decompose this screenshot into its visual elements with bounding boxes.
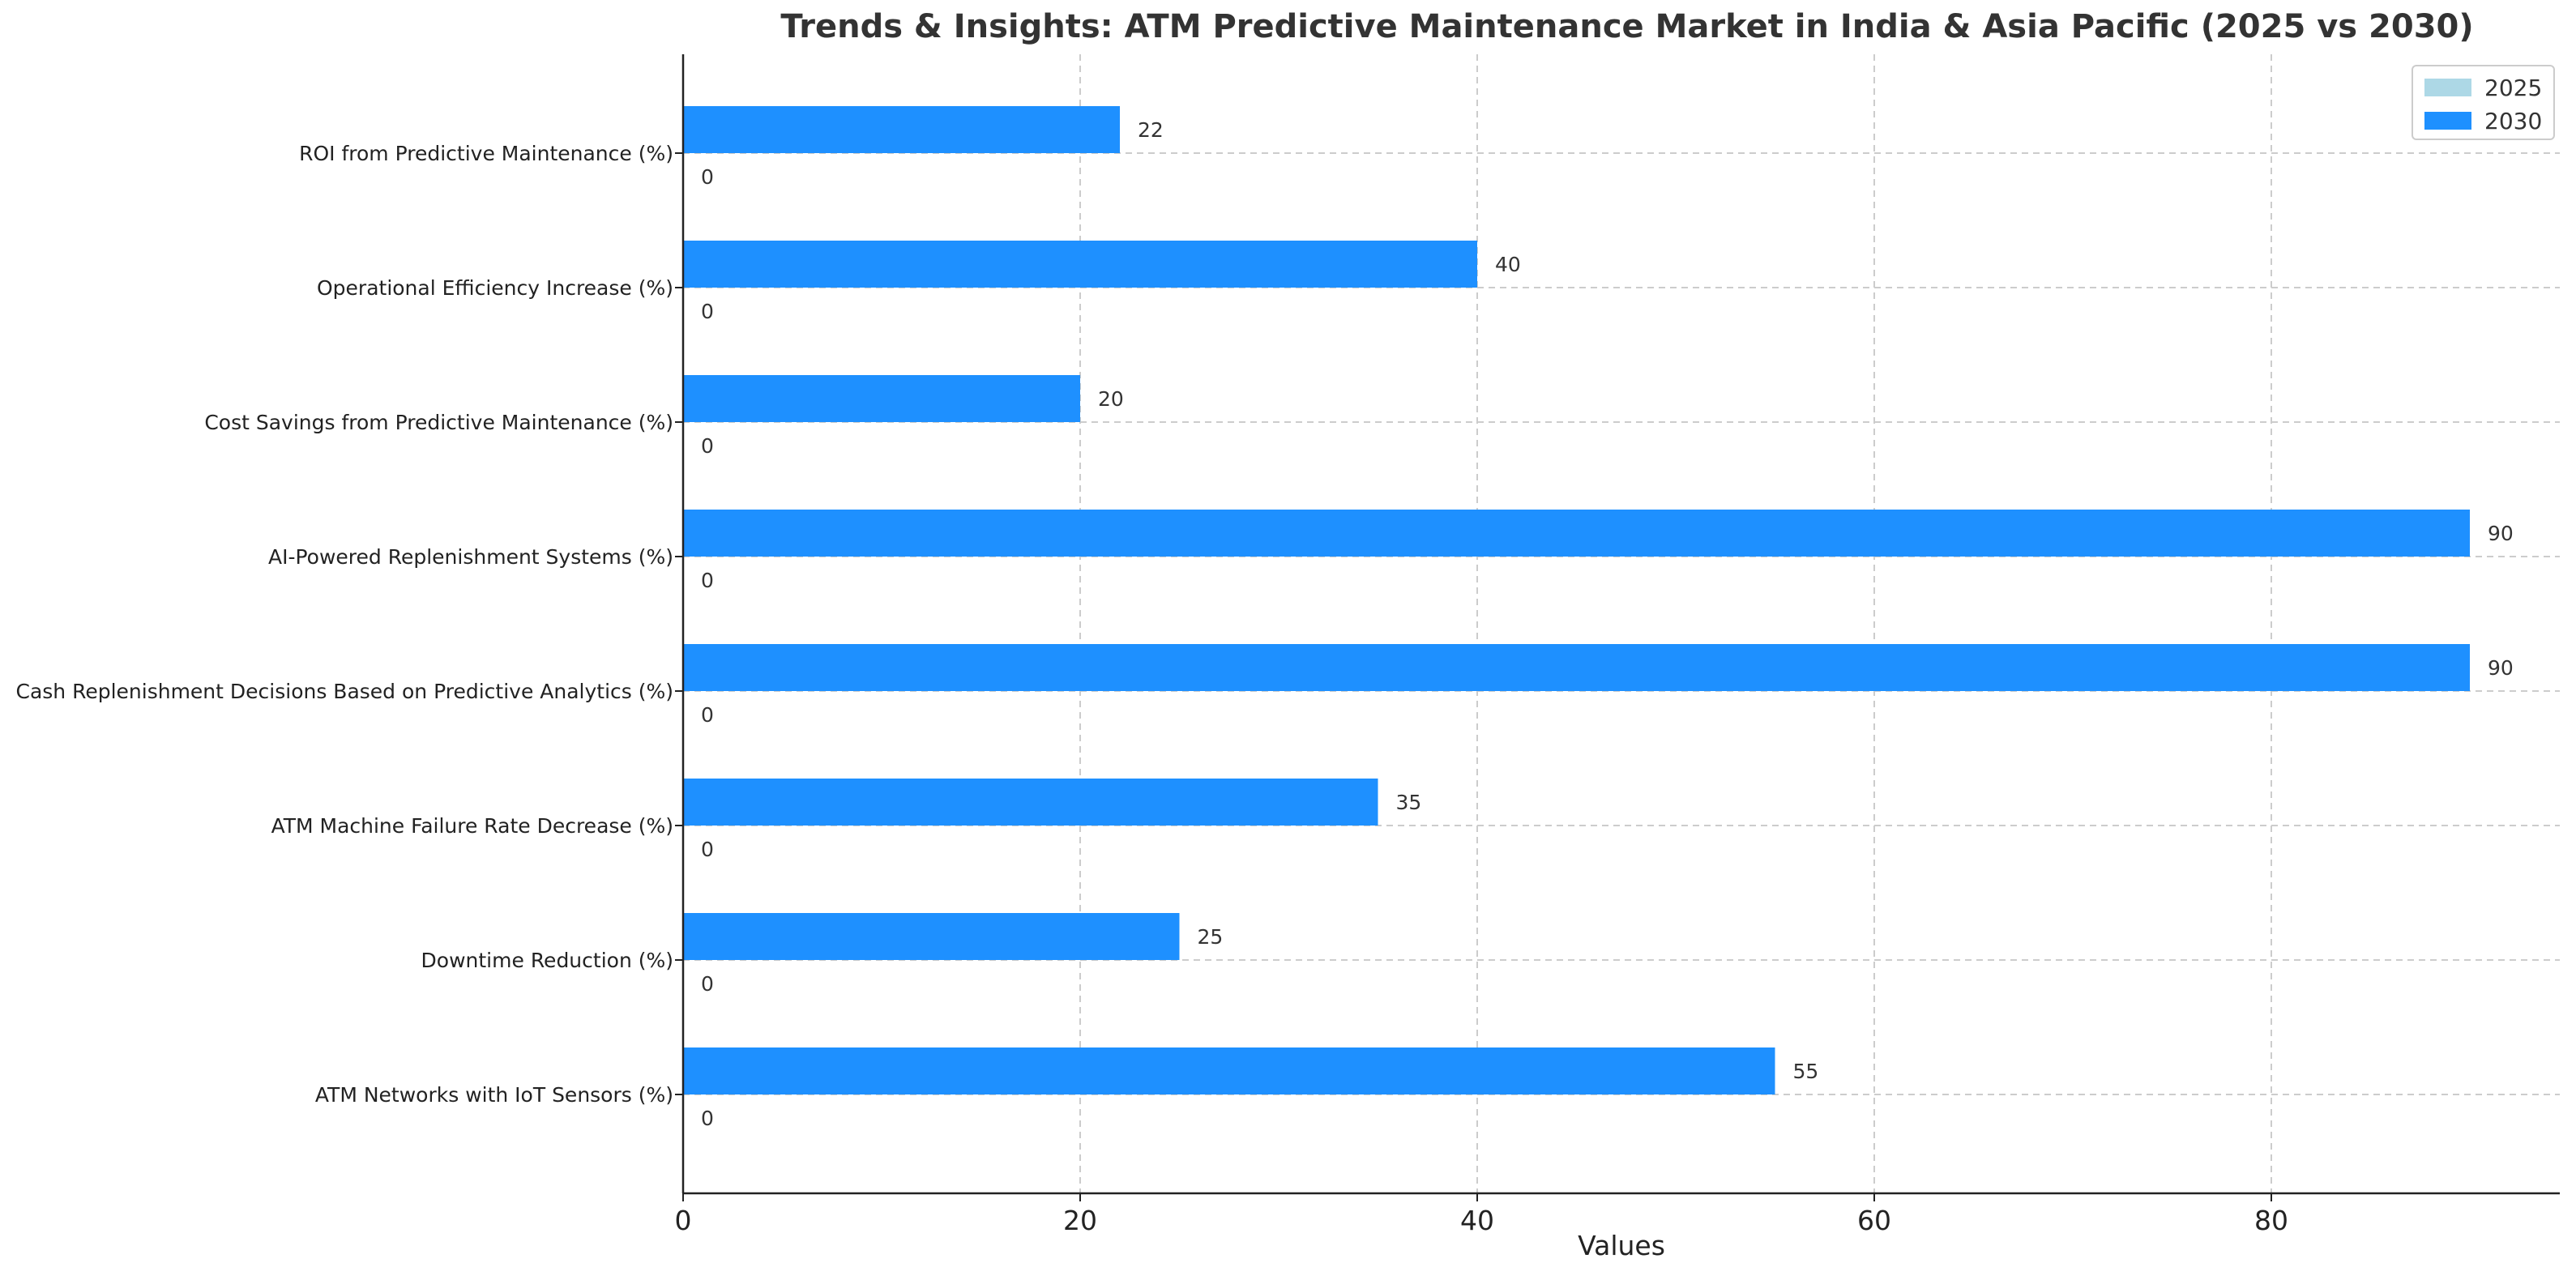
legend-label-2025: 2025 bbox=[2484, 74, 2543, 101]
bar-2030-3 bbox=[683, 644, 2470, 691]
legend-swatch-2025 bbox=[2424, 79, 2471, 96]
data-label-2030-4: 90 bbox=[2488, 522, 2514, 545]
data-label-2025-3: 0 bbox=[701, 703, 714, 727]
data-label-2025-1: 0 bbox=[701, 972, 714, 996]
bar-2030-2 bbox=[683, 779, 1378, 826]
x-axis-label: Values bbox=[1578, 1230, 1665, 1261]
legend-item-2025: 2025 bbox=[2424, 71, 2542, 104]
y-tick-label-6: Operational Efficiency Increase (%) bbox=[317, 276, 673, 300]
data-label-2030-3: 90 bbox=[2488, 656, 2514, 680]
data-label-2030-7: 22 bbox=[1138, 118, 1164, 142]
data-label-2025-0: 0 bbox=[701, 1107, 714, 1130]
bar-2030-7 bbox=[683, 106, 1120, 153]
data-label-2025-6: 0 bbox=[701, 300, 714, 323]
data-label-2030-2: 35 bbox=[1396, 791, 1422, 814]
legend-item-2030: 2030 bbox=[2424, 105, 2542, 137]
y-tick-label-1: Downtime Reduction (%) bbox=[421, 949, 673, 972]
x-tick-label-0: 0 bbox=[675, 1205, 692, 1236]
y-tick-label-0: ATM Networks with IoT Sensors (%) bbox=[315, 1083, 673, 1107]
bar-2030-0 bbox=[683, 1047, 1775, 1094]
data-label-2025-7: 0 bbox=[701, 165, 714, 189]
legend-label-2030: 2030 bbox=[2484, 107, 2543, 134]
legend: 2025 2030 bbox=[2412, 65, 2555, 140]
chart-title: Trends & Insights: ATM Predictive Mainte… bbox=[780, 8, 2474, 45]
legend-swatch-2030 bbox=[2424, 112, 2471, 130]
x-tick-label-4: 80 bbox=[2254, 1205, 2288, 1236]
data-label-2025-2: 0 bbox=[701, 838, 714, 861]
data-label-2030-0: 55 bbox=[1793, 1060, 1819, 1083]
bar-2030-6 bbox=[683, 241, 1477, 288]
data-label-2030-1: 25 bbox=[1198, 925, 1224, 949]
x-tick-label-1: 20 bbox=[1063, 1205, 1097, 1236]
x-tick-label-2: 40 bbox=[1460, 1205, 1494, 1236]
bar-2030-1 bbox=[683, 913, 1180, 960]
data-label-2030-5: 20 bbox=[1098, 387, 1124, 411]
y-tick-label-4: AI-Powered Replenishment Systems (%) bbox=[268, 545, 673, 569]
data-label-2025-5: 0 bbox=[701, 434, 714, 458]
y-tick-label-7: ROI from Predictive Maintenance (%) bbox=[299, 142, 673, 165]
bar-2030-4 bbox=[683, 510, 2470, 557]
x-tick-label-3: 60 bbox=[1857, 1205, 1891, 1236]
y-tick-label-2: ATM Machine Failure Rate Decrease (%) bbox=[271, 814, 673, 838]
data-label-2025-4: 0 bbox=[701, 569, 714, 592]
y-tick-label-3: Cash Replenishment Decisions Based on Pr… bbox=[16, 680, 674, 703]
y-tick-label-5: Cost Savings from Predictive Maintenance… bbox=[204, 411, 673, 434]
bar-2030-5 bbox=[683, 375, 1080, 422]
data-label-2030-6: 40 bbox=[1495, 253, 1521, 276]
